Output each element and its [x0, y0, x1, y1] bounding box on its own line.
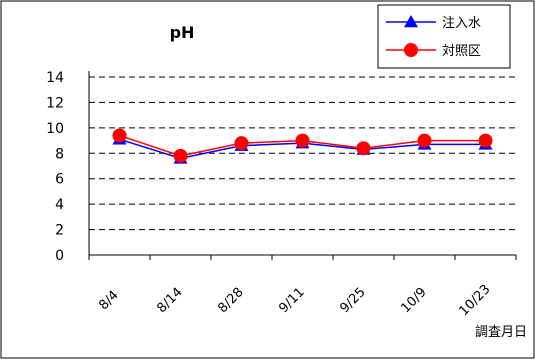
data-point — [112, 128, 127, 143]
legend-label: 注入水 — [442, 16, 481, 31]
y-tick-label: 10 — [46, 121, 64, 137]
legend-entry: 対照区 — [386, 43, 481, 59]
legend-marker — [404, 43, 418, 57]
data-point — [295, 133, 310, 148]
y-tick-label: 12 — [46, 95, 64, 111]
data-point — [234, 136, 249, 151]
y-axis: 0 2 4 6 8 10 12 14 — [46, 70, 64, 264]
data-point — [356, 141, 371, 156]
y-tick-label: 8 — [55, 146, 64, 162]
data-point — [478, 133, 493, 148]
legend-label: 対照区 — [442, 44, 481, 59]
chart-title: pH — [170, 23, 195, 42]
axes — [88, 71, 516, 256]
legend-marker — [404, 15, 418, 28]
y-tick-label: 14 — [46, 70, 64, 86]
data-point — [417, 133, 432, 148]
y-tick-label: 4 — [55, 197, 64, 213]
series-2 — [112, 128, 493, 163]
y-tick-label: 2 — [55, 223, 64, 239]
y-tick-label: 0 — [55, 248, 64, 264]
legend-entry: 注入水 — [386, 15, 481, 31]
legend-box — [377, 4, 511, 69]
series-layer — [112, 128, 493, 164]
x-axis-label: 調査月日 — [475, 325, 527, 340]
y-tick-label: 6 — [55, 172, 64, 188]
grid — [89, 76, 516, 231]
data-point — [173, 148, 188, 163]
